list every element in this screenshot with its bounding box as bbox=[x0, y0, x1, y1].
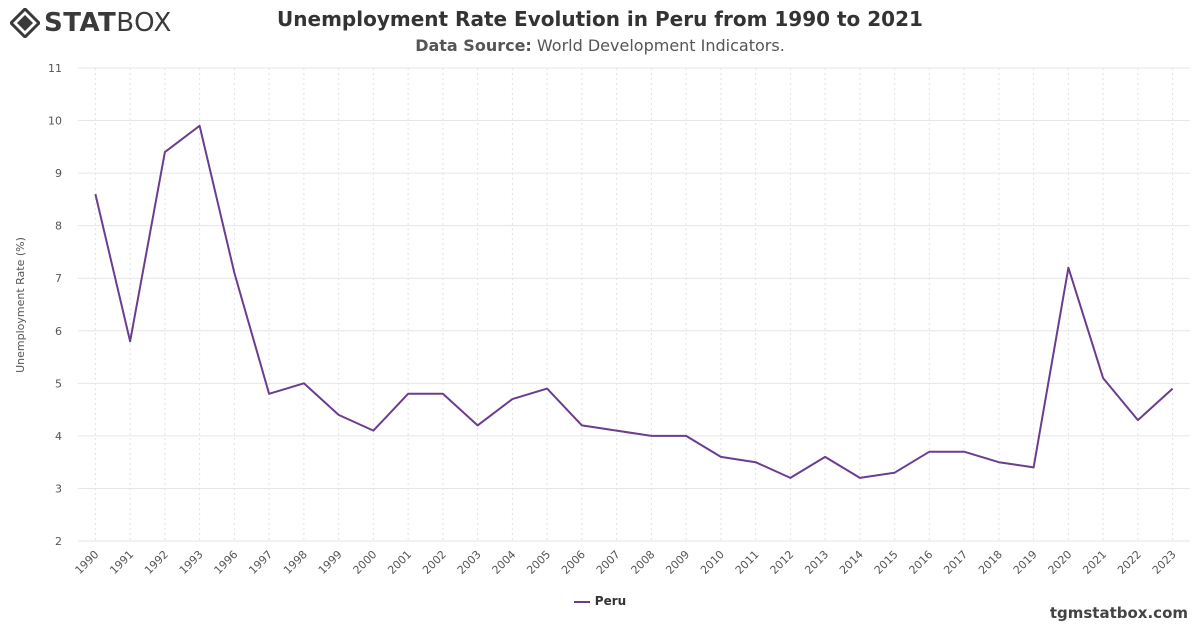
data-point[interactable] bbox=[822, 454, 828, 460]
x-tick-label: 2005 bbox=[524, 548, 553, 577]
data-point[interactable] bbox=[336, 412, 342, 418]
data-point[interactable] bbox=[579, 422, 585, 428]
y-axis-tick-labels: 2 3 4 5 6 7 8 9 10 11 bbox=[48, 62, 62, 548]
data-point[interactable] bbox=[892, 470, 898, 476]
y-tick-label: 7 bbox=[55, 272, 62, 285]
x-tick-label: 2006 bbox=[559, 548, 588, 577]
x-tick-label: 1990 bbox=[73, 548, 102, 577]
data-point[interactable] bbox=[127, 338, 133, 344]
logo-text-bold: STAT bbox=[44, 8, 117, 38]
source-value: World Development Indicators. bbox=[536, 36, 785, 55]
x-tick-label: 2000 bbox=[351, 548, 380, 577]
footer-url[interactable]: tgmstatbox.com bbox=[1049, 604, 1188, 622]
chart-header: Unemployment Rate Evolution in Peru from… bbox=[0, 6, 1200, 56]
y-axis-label: Unemployment Rate (%) bbox=[14, 237, 27, 373]
x-tick-label: 2020 bbox=[1046, 548, 1075, 577]
x-tick-label: 2016 bbox=[907, 548, 936, 577]
data-point[interactable] bbox=[648, 433, 654, 439]
x-tick-label: 2001 bbox=[385, 548, 414, 577]
data-point[interactable] bbox=[961, 449, 967, 455]
data-point[interactable] bbox=[1170, 386, 1176, 392]
data-point[interactable] bbox=[231, 270, 237, 276]
x-tick-label: 2018 bbox=[976, 548, 1005, 577]
statbox-logo: STATBOX bbox=[10, 8, 172, 38]
data-point[interactable] bbox=[1135, 417, 1141, 423]
legend-label-peru: Peru bbox=[594, 594, 627, 608]
data-point[interactable] bbox=[753, 459, 759, 465]
y-tick-label: 2 bbox=[55, 535, 62, 548]
data-point[interactable] bbox=[1065, 265, 1071, 271]
y-tick-label: 10 bbox=[48, 115, 62, 128]
x-tick-label: 2012 bbox=[768, 548, 797, 577]
data-point[interactable] bbox=[996, 459, 1002, 465]
logo-text-regular: BOX bbox=[116, 8, 172, 38]
data-point[interactable] bbox=[197, 123, 203, 129]
data-point[interactable] bbox=[475, 422, 481, 428]
source-label: Data Source: bbox=[415, 36, 532, 55]
y-tick-label: 6 bbox=[55, 325, 62, 338]
series-line-peru[interactable] bbox=[94, 124, 1174, 479]
x-tick-label: 2007 bbox=[594, 548, 623, 577]
data-point[interactable] bbox=[370, 428, 376, 434]
x-tick-label: 2022 bbox=[1115, 548, 1144, 577]
x-axis-tick-labels: 1990 1991 1992 1993 1996 1997 1998 1999 2000 2001… bbox=[73, 548, 1179, 577]
series-layer bbox=[92, 123, 1176, 481]
y-tick-label: 5 bbox=[55, 377, 62, 390]
data-point[interactable] bbox=[718, 454, 724, 460]
data-point[interactable] bbox=[266, 391, 272, 397]
data-point[interactable] bbox=[544, 386, 550, 392]
y-tick-label: 3 bbox=[55, 482, 62, 495]
x-tick-label: 1999 bbox=[316, 548, 345, 577]
legend-swatch-peru bbox=[573, 600, 590, 603]
x-tick-label: 1991 bbox=[107, 548, 136, 577]
x-tick-label: 1996 bbox=[212, 548, 241, 577]
x-tick-label: 2013 bbox=[802, 548, 831, 577]
diamond-logo-icon bbox=[10, 8, 40, 38]
logo-text: STATBOX bbox=[44, 8, 172, 38]
data-point[interactable] bbox=[440, 391, 446, 397]
data-point[interactable] bbox=[1031, 464, 1037, 470]
data-point[interactable] bbox=[1100, 375, 1106, 381]
x-tick-label: 2015 bbox=[872, 548, 901, 577]
x-tick-label: 1997 bbox=[246, 548, 275, 577]
x-tick-label: 2008 bbox=[629, 548, 658, 577]
data-point[interactable] bbox=[926, 449, 932, 455]
data-point[interactable] bbox=[857, 475, 863, 481]
data-point[interactable] bbox=[683, 433, 689, 439]
x-tick-label: 2014 bbox=[837, 548, 866, 577]
x-tick-label: 2011 bbox=[733, 548, 762, 577]
chart-subtitle: Data Source: World Development Indicator… bbox=[0, 36, 1200, 56]
x-tick-label: 2002 bbox=[420, 548, 449, 577]
horizontal-gridlines bbox=[78, 67, 1190, 542]
x-tick-label: 1998 bbox=[281, 548, 310, 577]
x-tick-label: 2017 bbox=[941, 548, 970, 577]
x-tick-label: 2019 bbox=[1011, 548, 1040, 577]
data-point[interactable] bbox=[301, 380, 307, 386]
data-point[interactable] bbox=[405, 391, 411, 397]
x-tick-label: 2004 bbox=[490, 548, 519, 577]
x-tick-label: 2023 bbox=[1150, 548, 1179, 577]
y-tick-label: 4 bbox=[55, 430, 62, 443]
y-tick-label: 9 bbox=[55, 167, 62, 180]
x-tick-label: 1993 bbox=[177, 548, 206, 577]
data-point[interactable] bbox=[787, 475, 793, 481]
y-tick-label: 8 bbox=[55, 220, 62, 233]
y-tick-label: 11 bbox=[48, 62, 62, 75]
vertical-gridlines bbox=[94, 68, 1174, 541]
data-point[interactable] bbox=[92, 191, 98, 197]
x-tick-label: 2021 bbox=[1080, 548, 1109, 577]
x-tick-label: 2009 bbox=[663, 548, 692, 577]
chart-legend[interactable]: Peru bbox=[0, 594, 1200, 608]
x-tick-label: 2003 bbox=[455, 548, 484, 577]
chart-title: Unemployment Rate Evolution in Peru from… bbox=[277, 7, 923, 31]
x-tick-label: 1992 bbox=[142, 548, 171, 577]
x-tick-label: 2010 bbox=[698, 548, 727, 577]
data-point[interactable] bbox=[614, 428, 620, 434]
data-point[interactable] bbox=[162, 149, 168, 155]
data-point[interactable] bbox=[509, 396, 515, 402]
